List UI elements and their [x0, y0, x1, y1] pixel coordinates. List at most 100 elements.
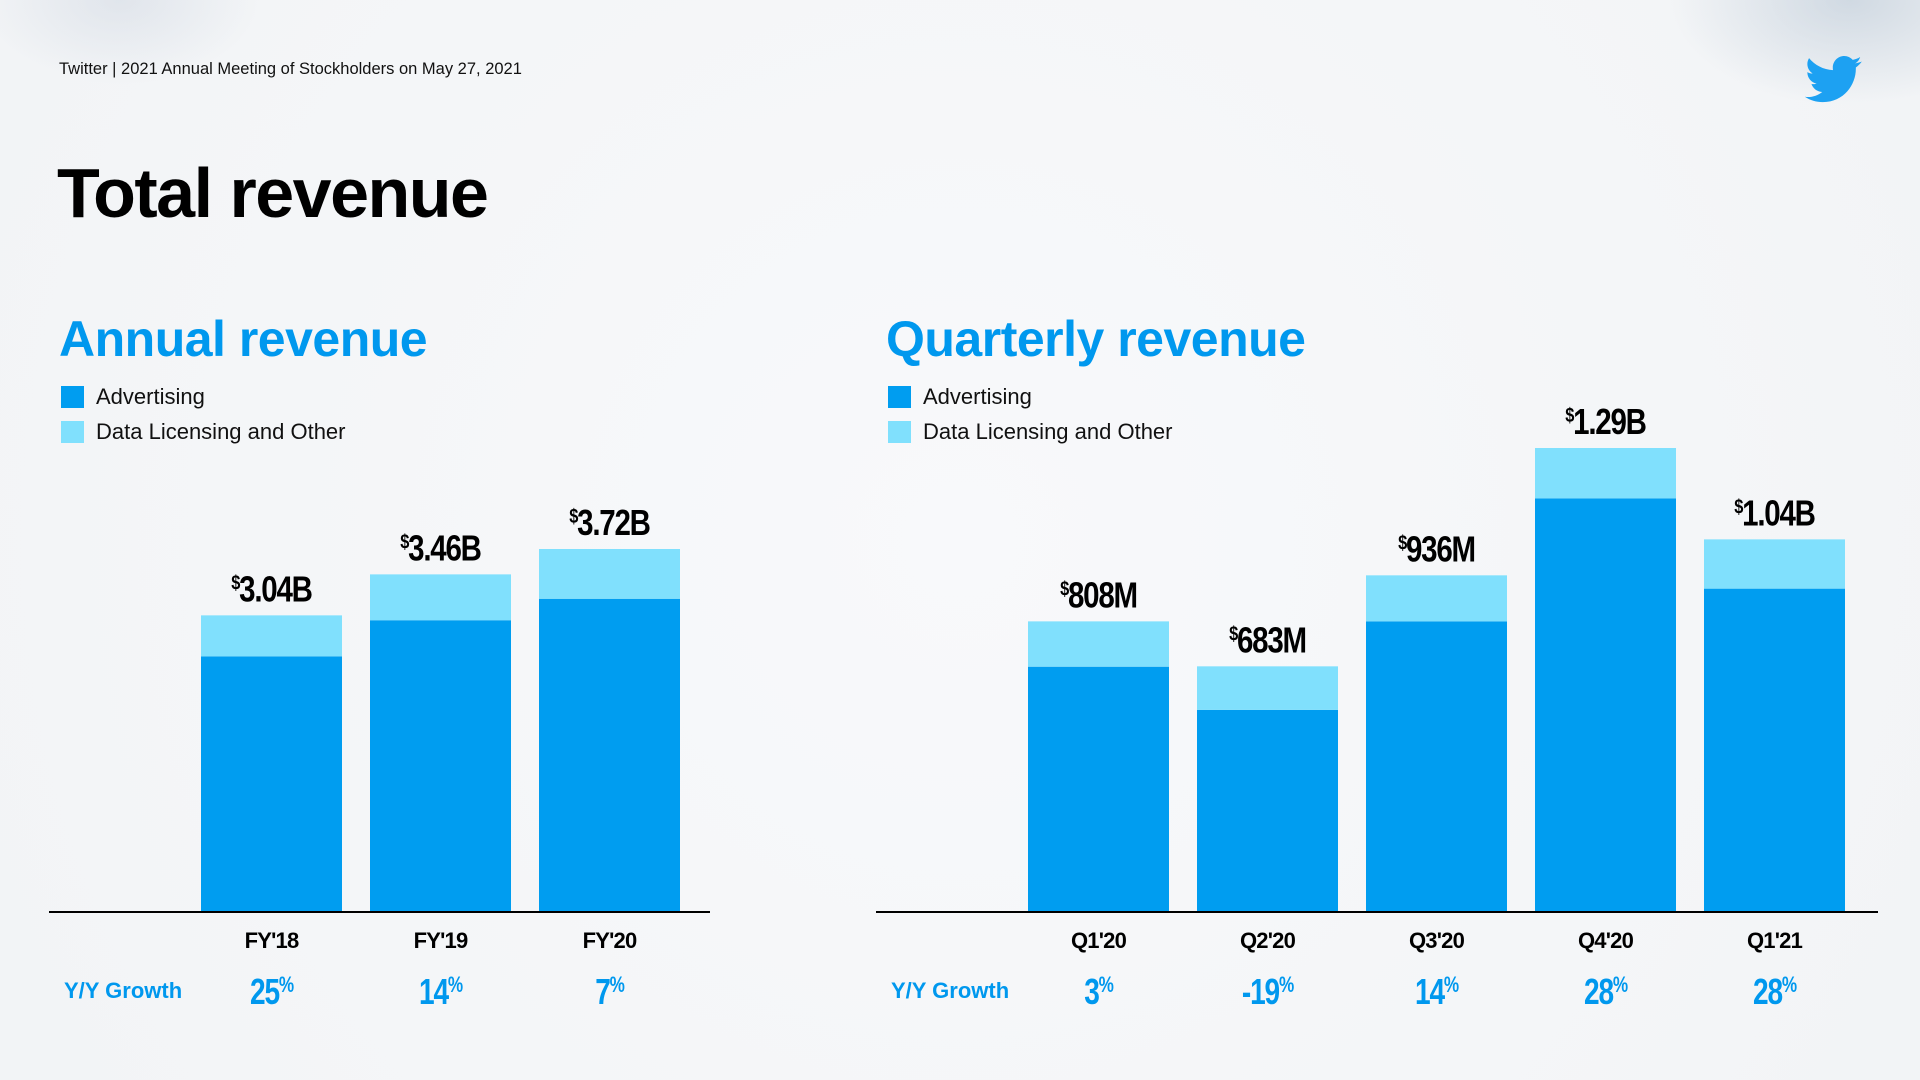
bar-total-label: $3.04B — [231, 569, 312, 609]
percent-symbol: % — [610, 973, 626, 998]
legend-item-advertising: Advertising — [888, 384, 1032, 410]
growth-value: 28% — [1584, 972, 1629, 1012]
total-value: 3.72B — [577, 502, 650, 542]
bar-advertising — [1197, 709, 1338, 912]
quarterly-chart-title: Quarterly revenue — [886, 311, 1306, 367]
growth-value: 28% — [1753, 972, 1798, 1012]
bar-data-licensing — [539, 549, 680, 599]
annual-legend: Advertising Data Licensing and Other — [61, 384, 461, 454]
growth-number: -19 — [1242, 972, 1279, 1012]
growth-number: 3 — [1084, 972, 1099, 1012]
header-text: Twitter | 2021 Annual Meeting of Stockho… — [59, 60, 522, 78]
x-tick-label: Q4'20 — [1578, 928, 1634, 953]
percent-symbol: % — [448, 973, 464, 998]
growth-number: 14 — [419, 972, 449, 1012]
bar-group: $936M — [1366, 529, 1507, 912]
bar-group: $683M — [1197, 620, 1338, 912]
legend-item-data-licensing: Data Licensing and Other — [888, 419, 1173, 445]
bar-data-licensing — [201, 615, 342, 657]
percent-symbol: % — [279, 973, 295, 998]
currency-symbol: $ — [1398, 531, 1407, 554]
x-tick-label: Q1'21 — [1747, 928, 1803, 953]
growth-row-label: Y/Y Growth — [64, 978, 182, 1003]
bar-group: $3.04B — [201, 569, 342, 912]
legend-item-data-licensing: Data Licensing and Other — [61, 419, 346, 445]
bar-group: $3.46B — [370, 528, 511, 912]
total-value: 1.29B — [1573, 401, 1646, 441]
bar-total-label: $936M — [1398, 529, 1475, 569]
bar-data-licensing — [370, 574, 511, 621]
bar-advertising — [1366, 621, 1507, 912]
percent-symbol: % — [1782, 973, 1798, 998]
bar-advertising — [370, 620, 511, 912]
total-value: 3.04B — [239, 569, 312, 609]
bar-advertising — [1704, 588, 1845, 912]
bar-data-licensing — [1535, 448, 1676, 499]
total-value: 1.04B — [1742, 493, 1815, 533]
bar-advertising — [1028, 666, 1169, 912]
legend-swatch-advertising — [61, 386, 84, 408]
bar-total-label: $683M — [1229, 620, 1306, 660]
bar-data-licensing — [1028, 621, 1169, 667]
bar-data-licensing — [1704, 539, 1845, 589]
x-tick-label: Q1'20 — [1071, 928, 1127, 953]
bar-group: $3.72B — [539, 502, 680, 912]
legend-swatch-advertising — [888, 386, 911, 408]
currency-symbol: $ — [1229, 622, 1238, 645]
percent-symbol: % — [1444, 973, 1460, 998]
currency-symbol: $ — [400, 530, 409, 553]
quarterly-revenue-chart: $808M Q1'20 3% $683M Q2'20 -19% $936M Q3'20 14% $… — [876, 401, 1878, 1012]
annual-revenue-chart: $3.04B FY'18 25% $3.46B FY'19 14% $3.72B FY'20 7… — [49, 502, 710, 1012]
bar-advertising — [1535, 498, 1676, 912]
growth-value: 14% — [1415, 972, 1460, 1012]
legend-label: Data Licensing and Other — [96, 419, 346, 444]
percent-symbol: % — [1613, 973, 1629, 998]
bar-data-licensing — [1197, 666, 1338, 710]
quarterly-legend: Advertising Data Licensing and Other — [888, 384, 1288, 454]
bar-advertising — [539, 598, 680, 912]
bar-group: $1.04B — [1704, 493, 1845, 912]
currency-symbol: $ — [1565, 403, 1574, 426]
growth-row-label: Y/Y Growth — [891, 978, 1009, 1003]
bar-total-label: $3.46B — [400, 528, 481, 568]
currency-symbol: $ — [569, 504, 578, 527]
growth-number: 25 — [250, 972, 280, 1012]
currency-symbol: $ — [1734, 495, 1743, 518]
x-tick-label: Q2'20 — [1240, 928, 1296, 953]
bar-total-label: $808M — [1060, 575, 1137, 615]
growth-number: 7 — [595, 972, 610, 1012]
x-tick-label: FY'19 — [414, 928, 468, 953]
bar-group: $1.29B — [1535, 401, 1676, 912]
legend-label: Data Licensing and Other — [923, 419, 1173, 444]
legend-swatch-data-licensing — [61, 421, 84, 443]
bar-total-label: $1.29B — [1565, 401, 1646, 441]
legend-item-advertising: Advertising — [61, 384, 205, 410]
growth-value: 25% — [250, 972, 295, 1012]
page-title: Total revenue — [57, 154, 489, 232]
currency-symbol: $ — [1060, 577, 1069, 600]
currency-symbol: $ — [231, 571, 240, 594]
x-tick-label: Q3'20 — [1409, 928, 1465, 953]
growth-number: 28 — [1584, 972, 1613, 1012]
growth-number: 14 — [1415, 972, 1445, 1012]
growth-value: -19% — [1242, 972, 1295, 1012]
bar-total-label: $3.72B — [569, 502, 650, 542]
x-tick-label: FY'18 — [245, 928, 299, 953]
total-value: 936M — [1406, 529, 1475, 569]
bar-advertising — [201, 656, 342, 912]
growth-number: 28 — [1753, 972, 1782, 1012]
x-tick-label: FY'20 — [583, 928, 637, 953]
growth-value: 3% — [1084, 972, 1114, 1012]
growth-value: 7% — [595, 972, 625, 1012]
bar-data-licensing — [1366, 575, 1507, 622]
total-value: 3.46B — [408, 528, 481, 568]
bar-total-label: $1.04B — [1734, 493, 1815, 533]
percent-symbol: % — [1099, 973, 1115, 998]
bar-group: $808M — [1028, 575, 1169, 912]
total-value: 808M — [1068, 575, 1137, 615]
legend-swatch-data-licensing — [888, 421, 911, 443]
total-value: 683M — [1237, 620, 1306, 660]
legend-label: Advertising — [923, 384, 1032, 409]
growth-value: 14% — [419, 972, 464, 1012]
